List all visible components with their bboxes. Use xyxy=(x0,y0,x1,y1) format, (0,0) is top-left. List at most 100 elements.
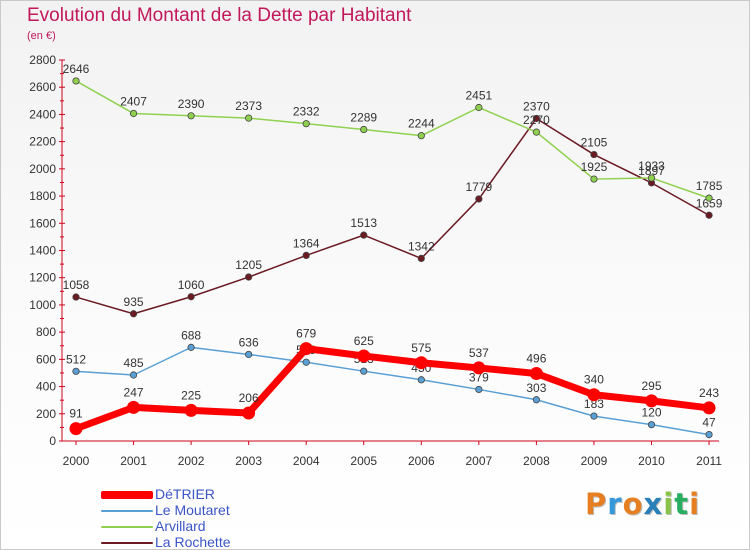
data-label: 1342 xyxy=(408,239,435,253)
y-tick-label: 1200 xyxy=(29,271,56,285)
data-label: 1364 xyxy=(293,236,320,250)
legend-item: Arvillard xyxy=(101,518,341,535)
y-tick-label: 1000 xyxy=(29,298,56,312)
data-point xyxy=(72,367,80,375)
y-tick-label: 400 xyxy=(36,380,56,394)
data-point xyxy=(702,401,716,415)
legend-item: Le Moutaret xyxy=(101,502,341,519)
x-tick-label: 2007 xyxy=(465,454,492,468)
data-point xyxy=(645,394,658,408)
y-tick-label: 600 xyxy=(36,352,56,366)
legend-label: La Rochette xyxy=(155,534,231,550)
y-tick-label: 800 xyxy=(36,325,56,339)
data-point xyxy=(590,150,598,159)
y-tick-label: 0 xyxy=(49,434,56,448)
data-point xyxy=(129,109,138,118)
legend-swatch xyxy=(101,542,153,544)
data-point xyxy=(475,385,483,394)
data-label: 303 xyxy=(526,381,546,395)
x-tick-label: 2002 xyxy=(178,454,205,468)
data-point xyxy=(245,114,253,122)
data-point xyxy=(414,356,428,370)
data-point xyxy=(302,251,310,259)
x-tick-label: 2001 xyxy=(120,454,147,468)
data-label: 2105 xyxy=(581,136,608,150)
data-label: 183 xyxy=(584,397,604,411)
data-point xyxy=(245,273,253,281)
logo-letter: x xyxy=(643,487,664,521)
data-label: 1779 xyxy=(465,180,492,194)
logo-letter: t xyxy=(674,487,690,521)
data-point xyxy=(532,396,541,404)
series-line-DéTRIER xyxy=(74,345,710,432)
data-label: 91 xyxy=(69,407,83,421)
chart-subtitle: (en €) xyxy=(27,30,56,42)
x-tick-label: 2008 xyxy=(523,454,550,468)
proxiti-logo: Proxiti xyxy=(585,487,700,521)
data-point xyxy=(299,342,313,356)
data-point xyxy=(587,388,601,402)
data-point xyxy=(129,371,138,379)
data-label: 243 xyxy=(699,386,719,400)
data-point xyxy=(187,343,195,351)
data-point xyxy=(187,293,195,301)
data-label: 485 xyxy=(124,356,144,370)
data-point xyxy=(127,400,141,414)
data-point xyxy=(705,211,713,219)
x-tick-label: 2010 xyxy=(638,454,665,468)
data-label: 1513 xyxy=(350,216,377,230)
data-point xyxy=(590,175,598,183)
data-point xyxy=(475,195,483,203)
data-point xyxy=(532,128,541,136)
x-tick-label: 2000 xyxy=(63,454,90,468)
data-label: 1205 xyxy=(235,258,262,272)
data-label: 225 xyxy=(181,388,201,402)
legend-label: Le Moutaret xyxy=(155,502,230,518)
x-tick-label: 2006 xyxy=(408,454,435,468)
y-tick-label: 2000 xyxy=(29,162,56,176)
data-label: 512 xyxy=(66,352,86,366)
data-label: 2451 xyxy=(465,88,492,102)
data-point xyxy=(417,376,425,384)
data-label: 1897 xyxy=(638,164,665,178)
data-label: 1925 xyxy=(581,160,608,174)
data-label: 1933 xyxy=(638,159,665,173)
data-label: 688 xyxy=(181,328,201,342)
x-tick-label: 2005 xyxy=(350,454,377,468)
data-point xyxy=(360,367,368,375)
logo-letter: o xyxy=(622,487,644,521)
x-tick-label: 2009 xyxy=(581,454,608,468)
data-label: 1058 xyxy=(63,278,90,292)
data-label: 2390 xyxy=(178,97,205,111)
logo-letter: i xyxy=(663,487,675,521)
chart-legend: DéTRIER Le Moutaret Arvillard La Rochette xyxy=(101,486,341,550)
data-label: 2270 xyxy=(523,113,550,127)
data-point xyxy=(69,422,83,436)
series-line-La Rochette xyxy=(75,117,710,315)
data-label: 636 xyxy=(239,335,259,349)
data-point xyxy=(302,358,310,366)
legend-item: La Rochette xyxy=(101,534,341,550)
data-label: 120 xyxy=(641,406,661,420)
data-label: 340 xyxy=(584,373,604,387)
legend-label: Arvillard xyxy=(155,518,206,534)
data-point xyxy=(417,254,425,262)
data-label: 625 xyxy=(354,334,374,348)
data-label: 1785 xyxy=(696,179,723,193)
data-point xyxy=(417,132,425,140)
y-tick-label: 2800 xyxy=(29,53,56,67)
legend-swatch xyxy=(101,510,153,512)
data-point xyxy=(357,349,371,363)
data-label: 247 xyxy=(124,385,144,399)
legend-item: DéTRIER xyxy=(101,486,341,503)
data-label: 206 xyxy=(239,391,259,405)
data-point xyxy=(360,125,368,134)
data-label: 379 xyxy=(469,370,489,384)
x-tick-label: 2004 xyxy=(293,454,320,468)
data-label: 2289 xyxy=(350,111,377,125)
y-tick-label: 2400 xyxy=(29,107,56,121)
data-point xyxy=(187,112,195,120)
data-label: 2244 xyxy=(408,117,435,131)
